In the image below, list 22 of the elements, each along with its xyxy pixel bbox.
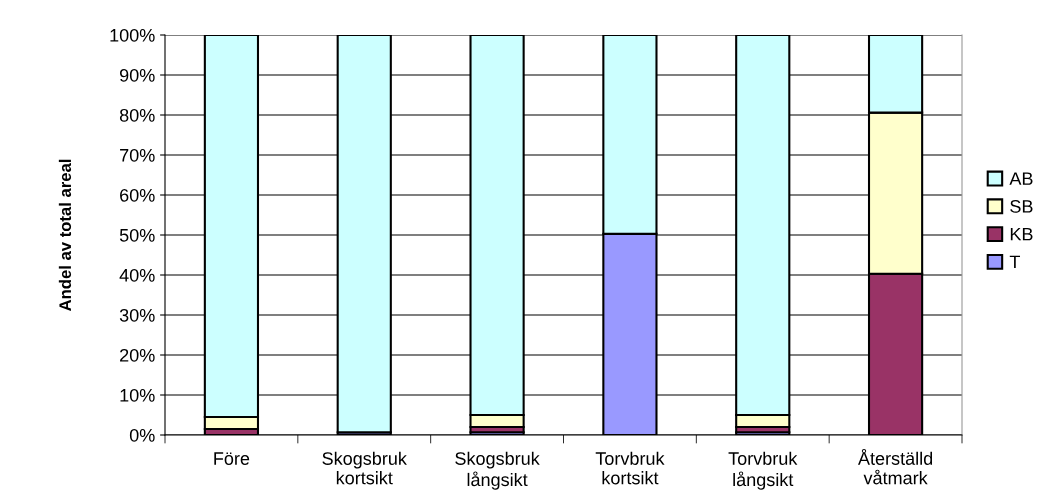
y-axis-title: Andel av total areal	[58, 159, 72, 311]
y-tick-label: 50%	[119, 228, 155, 242]
y-tick-label: 40%	[119, 268, 155, 282]
y-tick-label: 70%	[120, 148, 155, 162]
legend-label: KB	[1010, 227, 1033, 241]
x-tick-label: Skogsbruk långsikt	[455, 451, 540, 490]
legend-label: SB	[1010, 199, 1033, 213]
y-tick-label: 10%	[120, 388, 155, 402]
y-tick-label: 30%	[119, 308, 155, 322]
y-tick-label: 80%	[119, 108, 155, 122]
y-tick-label: 0%	[129, 428, 155, 442]
legend-label: T	[1009, 255, 1020, 269]
y-tick-label: 90%	[119, 68, 155, 82]
legend-label: AB	[1009, 172, 1033, 185]
x-tick-label: Torvbruk kortsikt	[595, 451, 665, 485]
y-tick-label: 100%	[110, 28, 155, 42]
x-tick-label: Torvbruk långsikt	[728, 451, 798, 490]
x-tick-label: Skogsbruk kortsikt	[322, 451, 407, 485]
x-tick-label: Återställd våtmark	[857, 448, 933, 485]
x-tick-label: Före	[214, 452, 250, 465]
y-tick-label: 60%	[120, 188, 155, 202]
y-tick-label: 20%	[120, 348, 155, 362]
